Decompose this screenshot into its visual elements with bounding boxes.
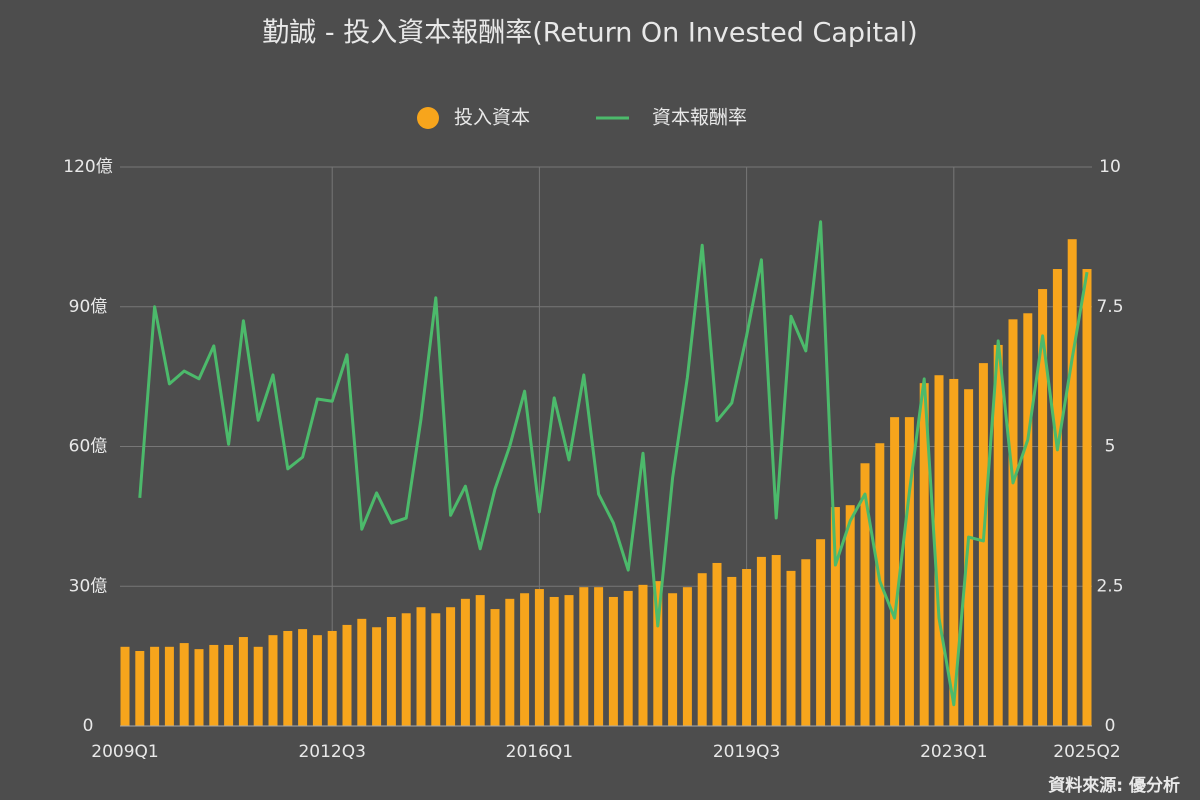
- line: [138, 220, 1089, 707]
- bar: [904, 417, 914, 726]
- bar: [520, 593, 530, 726]
- bar: [1038, 289, 1048, 726]
- y2-tick-label: 2.5: [1096, 576, 1123, 596]
- bar: [401, 613, 411, 726]
- bar: [342, 624, 352, 726]
- bar: [505, 598, 515, 726]
- bar: [816, 539, 826, 726]
- x-tick-label: 2009Q1: [91, 742, 158, 762]
- bar: [431, 613, 441, 726]
- bar: [534, 589, 544, 726]
- bar: [742, 569, 752, 726]
- y-tick-label: 60億: [69, 437, 108, 457]
- y2-tick-label: 5: [1105, 437, 1116, 457]
- bar: [682, 587, 692, 726]
- chart-title: 勤誠 - 投入資本報酬率(Return On Invested Capital): [262, 18, 917, 49]
- bar: [830, 507, 840, 726]
- bar: [949, 378, 959, 726]
- bar: [179, 643, 189, 726]
- legend-label: 投入資本: [454, 107, 530, 129]
- bar: [712, 562, 722, 726]
- source-note: 資料來源: 優分析: [1048, 775, 1180, 796]
- bar: [549, 596, 559, 726]
- bar: [845, 505, 855, 726]
- bar: [135, 651, 145, 726]
- bar: [653, 581, 663, 726]
- bar: [283, 630, 293, 726]
- bar: [771, 555, 781, 726]
- bar: [801, 559, 811, 726]
- bar: [890, 417, 900, 726]
- bar: [934, 375, 944, 726]
- y2-tick-label: 7.5: [1096, 297, 1123, 317]
- bar: [194, 649, 204, 726]
- bar: [120, 646, 130, 726]
- y2-tick-label: 0: [1105, 716, 1116, 736]
- bar: [756, 556, 766, 726]
- y-tick-label: 30億: [69, 576, 108, 596]
- legend-swatch: [417, 107, 439, 129]
- bar: [490, 609, 500, 726]
- bar: [919, 383, 929, 726]
- x-tick-label: 2012Q3: [298, 742, 365, 762]
- bar: [238, 637, 248, 726]
- bar: [786, 570, 796, 726]
- y-tick-label: 90億: [69, 297, 108, 317]
- bar: [668, 593, 678, 726]
- x-tick-label: 2019Q3: [713, 742, 780, 762]
- y-tick-label: 0: [83, 716, 94, 736]
- y-tick-label: 120億: [63, 157, 112, 177]
- bar: [993, 344, 1003, 726]
- bar: [460, 598, 470, 726]
- bar: [253, 646, 263, 726]
- bar: [1023, 313, 1033, 726]
- bar: [298, 629, 308, 726]
- bar: [327, 630, 337, 726]
- bar: [964, 389, 974, 726]
- x-tick-label: 2016Q1: [506, 742, 573, 762]
- bar: [727, 576, 737, 726]
- bar: [209, 644, 219, 726]
- bar: [978, 363, 988, 726]
- x-tick-label: 2023Q1: [920, 742, 987, 762]
- bar: [357, 618, 367, 726]
- bar: [224, 644, 234, 726]
- bar: [860, 463, 870, 726]
- y2-tick-label: 10: [1099, 157, 1121, 177]
- bar: [150, 646, 160, 726]
- bar: [475, 595, 485, 726]
- bar: [164, 646, 174, 726]
- x-tick-label: 2025Q2: [1053, 742, 1120, 762]
- bar: [638, 584, 648, 726]
- bar: [1067, 239, 1077, 726]
- bar: [372, 627, 382, 726]
- bar: [608, 596, 618, 726]
- bar: [564, 595, 574, 726]
- bar: [594, 587, 604, 726]
- bar: [416, 607, 426, 726]
- bar: [579, 587, 589, 726]
- bar: [1052, 269, 1062, 726]
- bar: [697, 573, 707, 726]
- bar: [623, 590, 633, 726]
- bar: [446, 607, 456, 726]
- bar: [1008, 319, 1018, 726]
- bar: [386, 616, 396, 726]
- bar: [1082, 269, 1092, 726]
- legend-label: 資本報酬率: [652, 107, 747, 129]
- bar: [312, 635, 322, 726]
- bar: [268, 635, 278, 726]
